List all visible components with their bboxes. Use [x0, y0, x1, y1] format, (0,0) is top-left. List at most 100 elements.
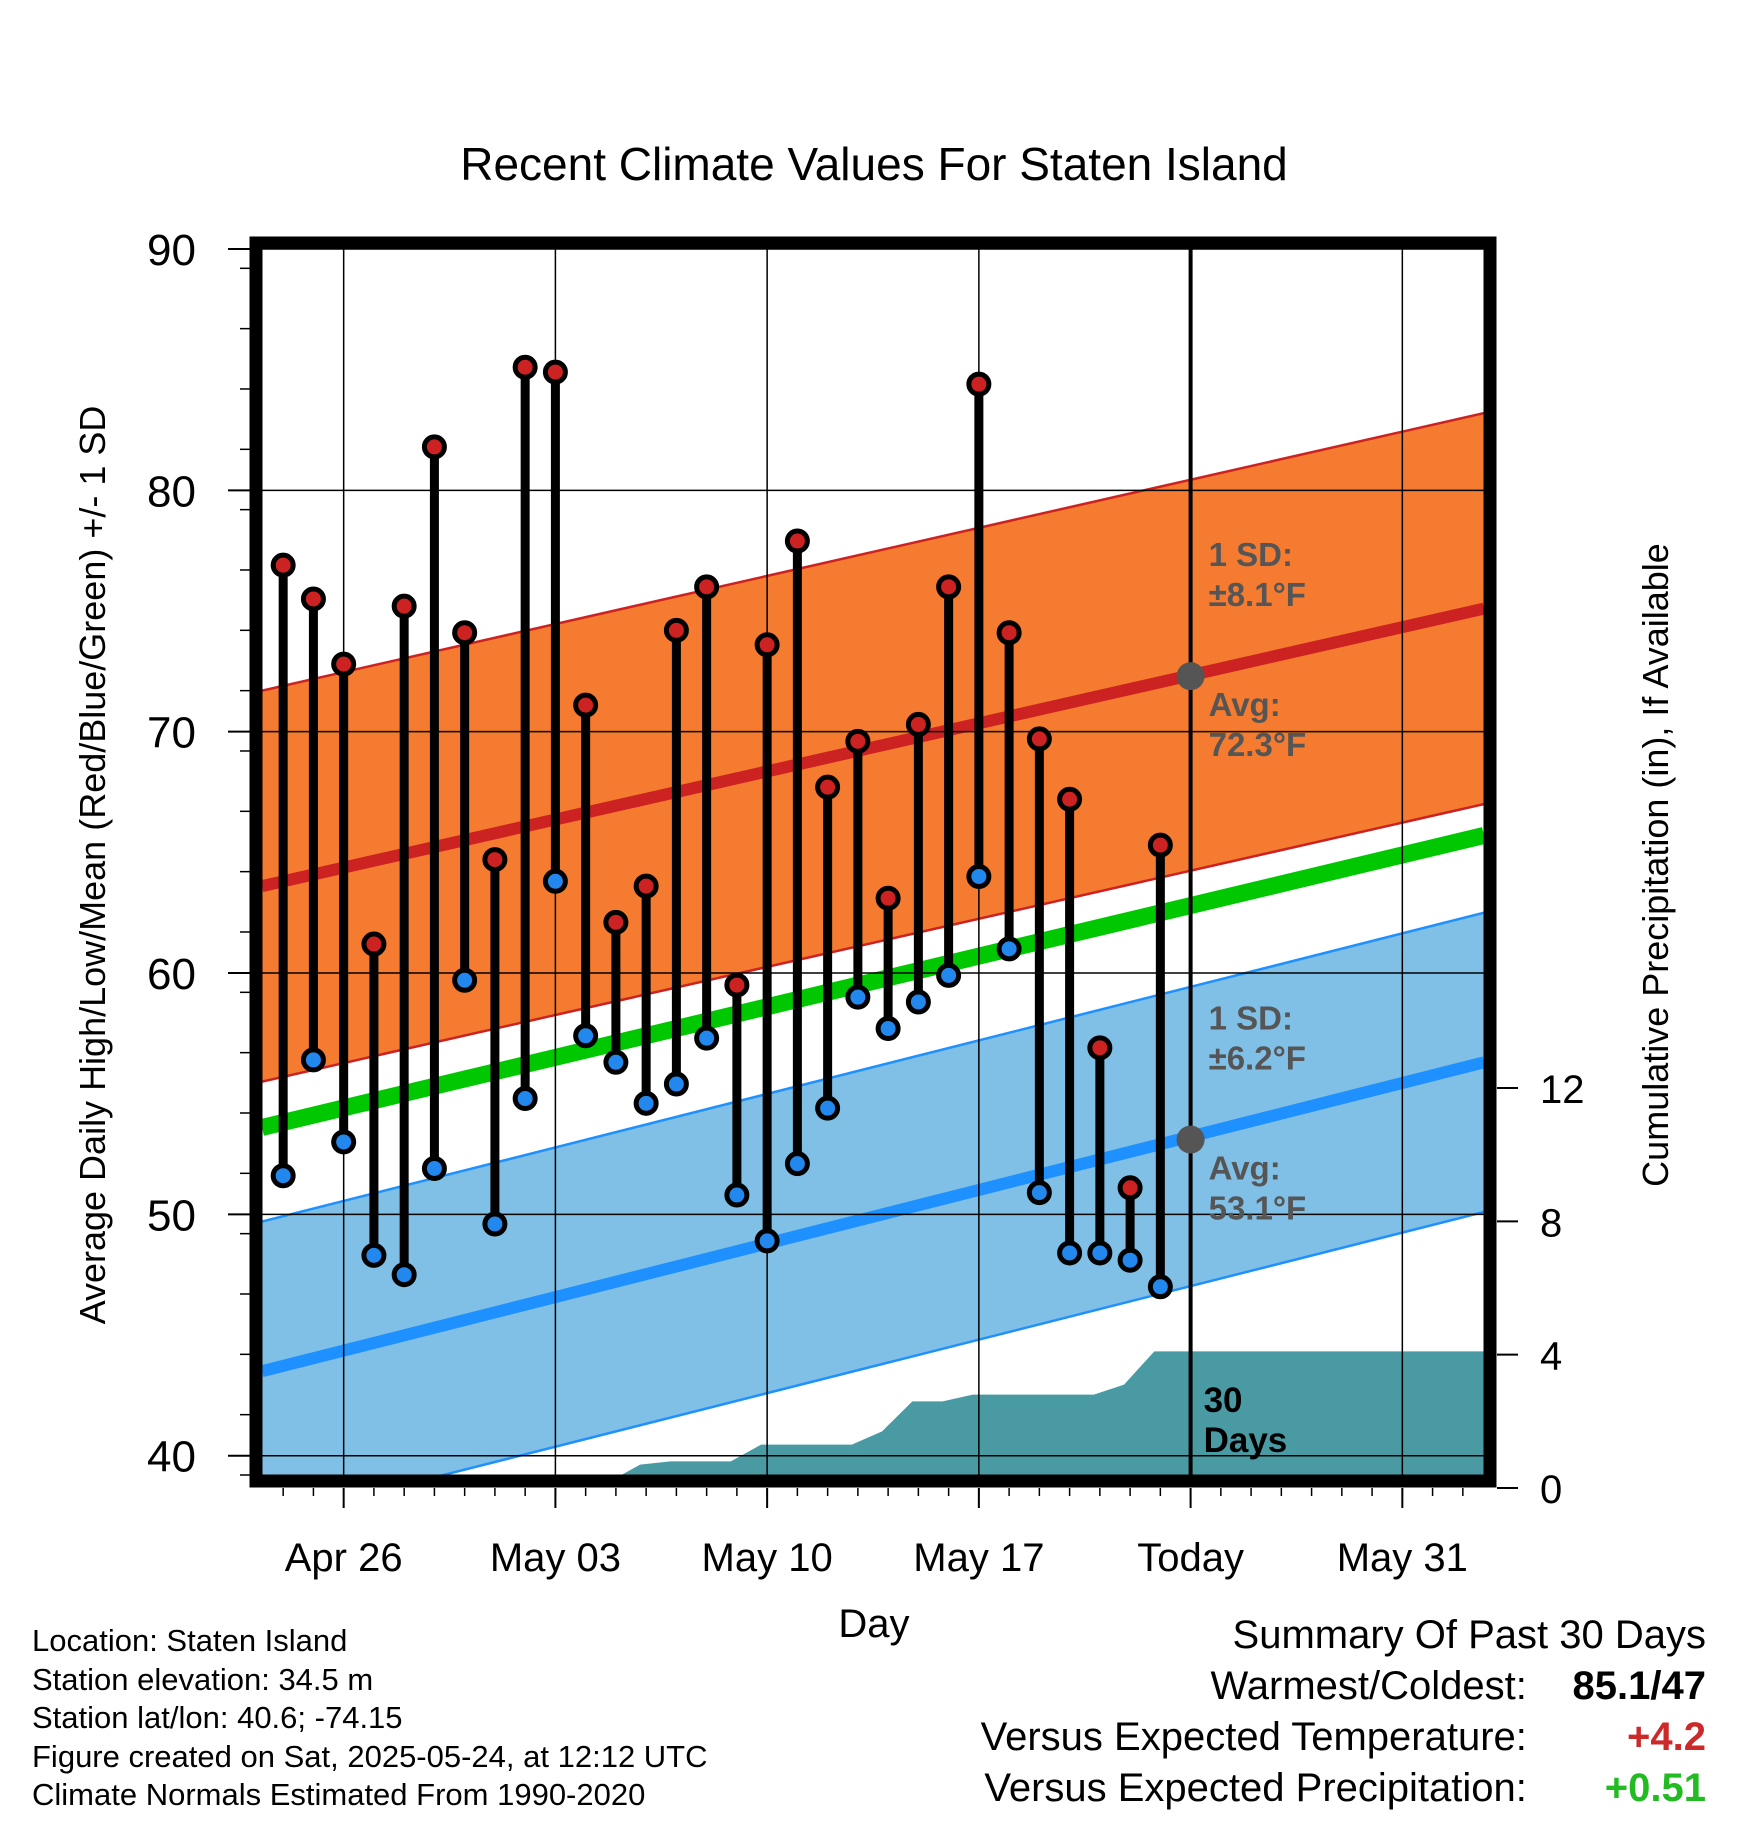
warmest-coldest-label: Warmest/Coldest: — [1210, 1664, 1527, 1708]
daily-low-point — [663, 1071, 689, 1097]
y2-tick-label: 0 — [1540, 1468, 1562, 1512]
summary-panel: Summary Of Past 30 Days Warmest/Coldest:… — [981, 1610, 1706, 1814]
daily-high-point — [573, 692, 599, 718]
daily-low-point — [1087, 1240, 1113, 1266]
daily-low-point — [1117, 1247, 1143, 1273]
daily-high-point — [845, 728, 871, 754]
daily-high-point — [663, 617, 689, 643]
precip-anomaly-value: +0.51 — [1604, 1766, 1706, 1810]
y2-tick-label: 8 — [1540, 1201, 1562, 1245]
daily-low-point — [724, 1182, 750, 1208]
normals-text: Climate Normals Estimated From 1990-2020 — [32, 1777, 646, 1812]
daily-high-point — [482, 847, 508, 873]
y-tick-label: 50 — [147, 1191, 196, 1240]
x-tick-label: Today — [1137, 1536, 1244, 1580]
y2-axis-label: Cumulative Precipitation (in), If Availa… — [1635, 543, 1676, 1187]
daily-high-point — [633, 873, 659, 899]
daily-high-point — [270, 552, 296, 578]
y-axis-label: Average Daily High/Low/Mean (Red/Blue/Gr… — [72, 406, 113, 1325]
daily-low-point — [936, 962, 962, 988]
daily-high-point — [361, 931, 387, 957]
daily-low-point — [905, 989, 931, 1015]
daily-high-point — [936, 574, 962, 600]
daily-high-point — [694, 574, 720, 600]
high-avg-value: 72.3°F — [1209, 726, 1307, 763]
chart-title: Recent Climate Values For Staten Island — [460, 138, 1288, 190]
daily-low-point — [300, 1047, 326, 1073]
daily-high-point — [1117, 1175, 1143, 1201]
y-tick-label: 90 — [147, 226, 196, 275]
warmest-value: 85.1 — [1572, 1664, 1651, 1708]
daily-low-point — [996, 936, 1022, 962]
daily-high-point — [512, 354, 538, 380]
daily-high-point — [1057, 786, 1083, 812]
daily-low-point — [331, 1129, 357, 1155]
period-label-days: Days — [1204, 1421, 1288, 1460]
today-low-avg-dot — [1176, 1125, 1205, 1154]
low-sd-band-upper-edge — [262, 911, 1484, 1223]
today-high-avg-dot — [1176, 662, 1205, 691]
daily-low-point — [754, 1228, 780, 1254]
coldest-value: /47 — [1650, 1664, 1706, 1708]
low-avg-value: 53.1°F — [1209, 1190, 1307, 1227]
daily-low-point — [966, 863, 992, 889]
low-average-line — [262, 1056, 1484, 1378]
daily-high-point — [815, 774, 841, 800]
elevation-text: Station elevation: 34.5 m — [32, 1661, 374, 1697]
y-tick-label: 60 — [147, 950, 196, 999]
y-tick-label: 80 — [147, 467, 196, 516]
daily-high-point — [875, 885, 901, 911]
daily-low-point — [694, 1025, 720, 1051]
daily-low-point — [815, 1095, 841, 1121]
low-sd-band-lower-edge — [438, 1210, 1484, 1475]
high-sd-band-lower-edge — [262, 802, 1484, 1083]
daily-low-point — [1057, 1240, 1083, 1266]
daily-high-point — [905, 711, 931, 737]
summary-temp-row: Versus Expected Temperature: +4.2 — [981, 1712, 1706, 1763]
daily-low-point — [603, 1049, 629, 1075]
temp-label: Versus Expected Temperature: — [980, 1715, 1527, 1759]
daily-high-point — [542, 359, 568, 385]
daily-high-point — [724, 972, 750, 998]
warmest-coldest-value: 85.1/47 — [1556, 1661, 1706, 1712]
daily-low-point — [452, 967, 478, 993]
daily-low-point — [361, 1242, 387, 1268]
daily-high-point — [391, 593, 417, 619]
y-tick-label: 70 — [147, 709, 196, 758]
plot-frame — [249, 236, 1497, 1488]
high-sd-label: 1 SD: — [1209, 536, 1293, 573]
daily-low-point — [875, 1016, 901, 1042]
daily-high-point — [603, 909, 629, 935]
high-sd-value: ±8.1°F — [1209, 576, 1306, 613]
x-tick-label: May 03 — [490, 1536, 621, 1580]
station-info: Location: Staten Island Station elevatio… — [32, 1622, 708, 1815]
daily-low-point — [784, 1151, 810, 1177]
daily-high-point — [996, 620, 1022, 646]
x-tick-label: May 31 — [1337, 1536, 1468, 1580]
temp-anomaly-value: +4.2 — [1627, 1715, 1706, 1759]
daily-low-point — [573, 1023, 599, 1049]
x-tick-label: May 10 — [702, 1536, 833, 1580]
period-label-number: 30 — [1204, 1381, 1243, 1420]
daily-high-point — [754, 632, 780, 658]
daily-high-point — [1147, 832, 1173, 858]
low-sd-value: ±6.2°F — [1209, 1040, 1306, 1077]
precip-label: Versus Expected Precipitation: — [984, 1766, 1527, 1810]
x-axis-label: Day — [838, 1602, 909, 1646]
precipitation-area — [579, 1351, 1484, 1475]
daily-low-point — [845, 984, 871, 1010]
daily-high-point — [331, 651, 357, 677]
daily-low-point — [542, 868, 568, 894]
daily-low-point — [1026, 1180, 1052, 1206]
location-text: Location: Staten Island — [32, 1623, 348, 1658]
y2-tick-label: 12 — [1540, 1068, 1585, 1112]
mean-average-line — [262, 827, 1484, 1136]
x-tick-label: Apr 26 — [285, 1536, 403, 1580]
low-sd-label: 1 SD: — [1209, 1000, 1293, 1037]
daily-high-point — [300, 586, 326, 612]
low-sd-band — [262, 912, 1484, 1475]
daily-high-point — [452, 620, 478, 646]
daily-low-point — [1147, 1274, 1173, 1300]
